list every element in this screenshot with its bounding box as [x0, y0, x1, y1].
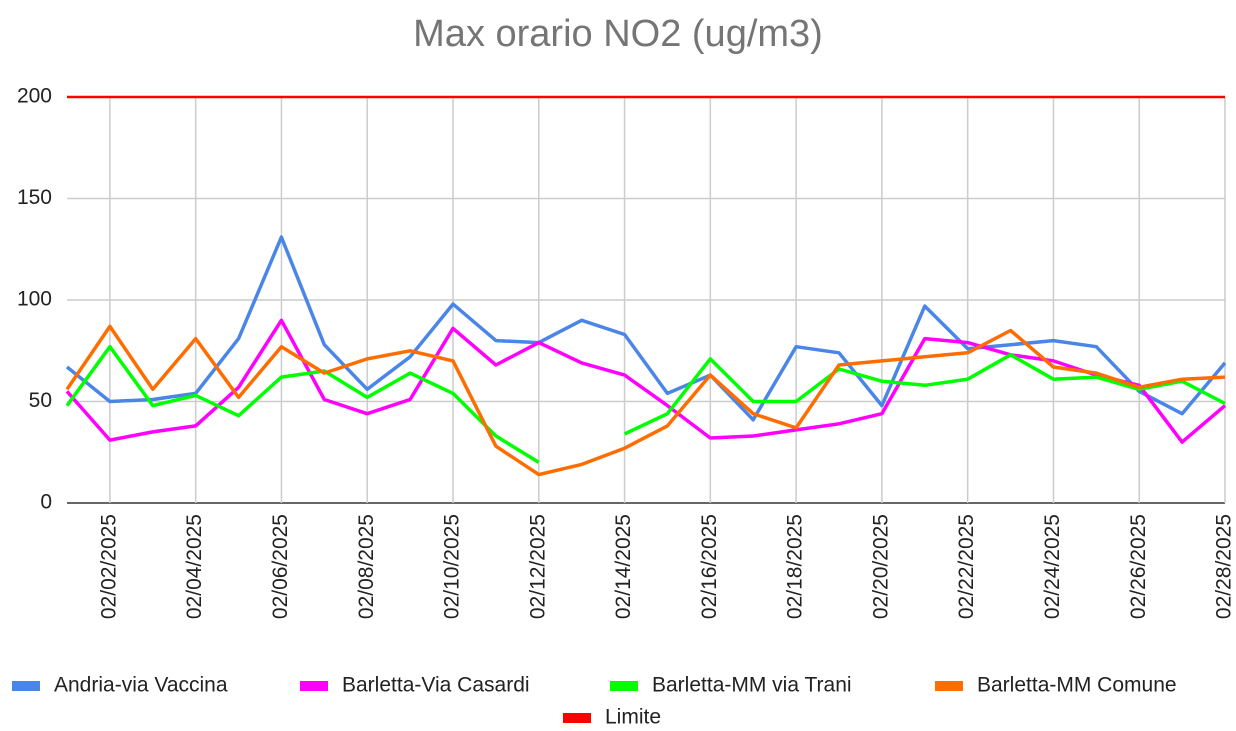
series-line: [65, 324, 1226, 477]
series-line: [65, 344, 1226, 464]
y-tick-label: 200: [17, 85, 52, 108]
legend-label: Limite: [605, 706, 661, 729]
x-tick-label: 02/10/2025: [441, 514, 464, 619]
x-tick-label: 02/16/2025: [698, 514, 721, 619]
legend-label: Andria-via Vaccina: [54, 674, 228, 697]
x-tick-label: 02/24/2025: [1041, 514, 1064, 619]
legend-label: Barletta-MM via Trani: [652, 674, 852, 697]
legend-swatch: [935, 681, 963, 691]
chart-title: Max orario NO2 (ug/m3): [413, 13, 823, 55]
x-tick-label: 02/06/2025: [269, 514, 292, 619]
legend-swatch: [300, 681, 328, 691]
series-line: [65, 318, 1227, 444]
y-tick-label: 100: [17, 288, 52, 311]
x-tick-label: 02/14/2025: [612, 514, 635, 619]
x-tick-label: 02/02/2025: [97, 514, 120, 619]
x-tick-label: 02/26/2025: [1127, 514, 1150, 619]
x-tick-label: 02/28/2025: [1213, 514, 1236, 619]
y-tick-label: 0: [40, 491, 52, 514]
legend-swatch: [610, 681, 638, 691]
legend-swatch: [12, 681, 40, 691]
legend-label: Barletta-Via Casardi: [342, 674, 530, 697]
x-tick-label: 02/12/2025: [526, 514, 549, 619]
x-tick-label: 02/20/2025: [869, 514, 892, 619]
x-tick-label: 02/22/2025: [955, 514, 978, 619]
legend-label: Barletta-MM Comune: [977, 674, 1177, 697]
y-tick-label: 50: [29, 389, 52, 412]
legend-swatch: [563, 713, 591, 723]
series-line: [65, 235, 1227, 422]
x-tick-label: 02/08/2025: [355, 514, 378, 619]
y-tick-label: 150: [17, 186, 52, 209]
x-tick-label: 02/18/2025: [784, 514, 807, 619]
x-tick-label: 02/04/2025: [183, 514, 206, 619]
